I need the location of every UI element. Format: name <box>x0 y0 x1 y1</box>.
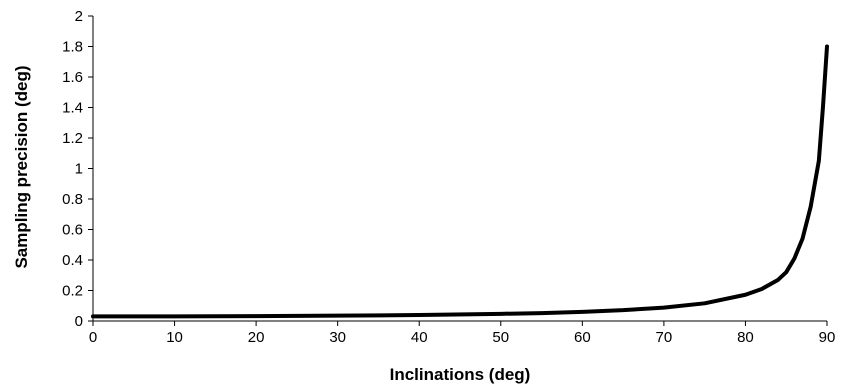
y-tick-label: 1.8 <box>62 39 83 56</box>
x-tick-label: 60 <box>574 329 591 346</box>
y-axis-title: Sampling precision (deg) <box>12 65 31 268</box>
y-tick-label: 0.8 <box>62 191 83 208</box>
y-tick-label: 1.6 <box>62 69 83 86</box>
series-line <box>91 44 829 319</box>
y-tick-label: 0.6 <box>62 222 83 239</box>
x-tick-label: 80 <box>737 329 754 346</box>
x-tick-label: 40 <box>411 329 428 346</box>
x-axis-title: Inclinations (deg) <box>390 365 531 384</box>
x-tick-label: 0 <box>89 329 97 346</box>
x-tick-label: 50 <box>492 329 509 346</box>
series-layer <box>91 44 829 319</box>
y-tick-label: 2 <box>75 8 83 25</box>
x-tick-label: 90 <box>819 329 836 346</box>
x-tick-label: 20 <box>248 329 265 346</box>
y-tick-label: 1.2 <box>62 130 83 147</box>
y-tick-label: 0.2 <box>62 283 83 300</box>
x-tick-label: 10 <box>166 329 183 346</box>
x-axis: 0 10 20 30 40 50 60 70 80 90 <box>89 320 836 346</box>
y-tick-label: 0.4 <box>62 252 83 269</box>
y-tick-label: 1 <box>75 161 83 178</box>
y-axis: 0 0.2 0.4 0.6 0.8 1 1.2 1.4 1.6 1.8 2 <box>62 8 94 330</box>
x-tick-label: 70 <box>656 329 673 346</box>
y-tick-label: 1.4 <box>62 100 83 117</box>
y-tick-label: 0 <box>75 313 83 330</box>
x-tick-label: 30 <box>329 329 346 346</box>
